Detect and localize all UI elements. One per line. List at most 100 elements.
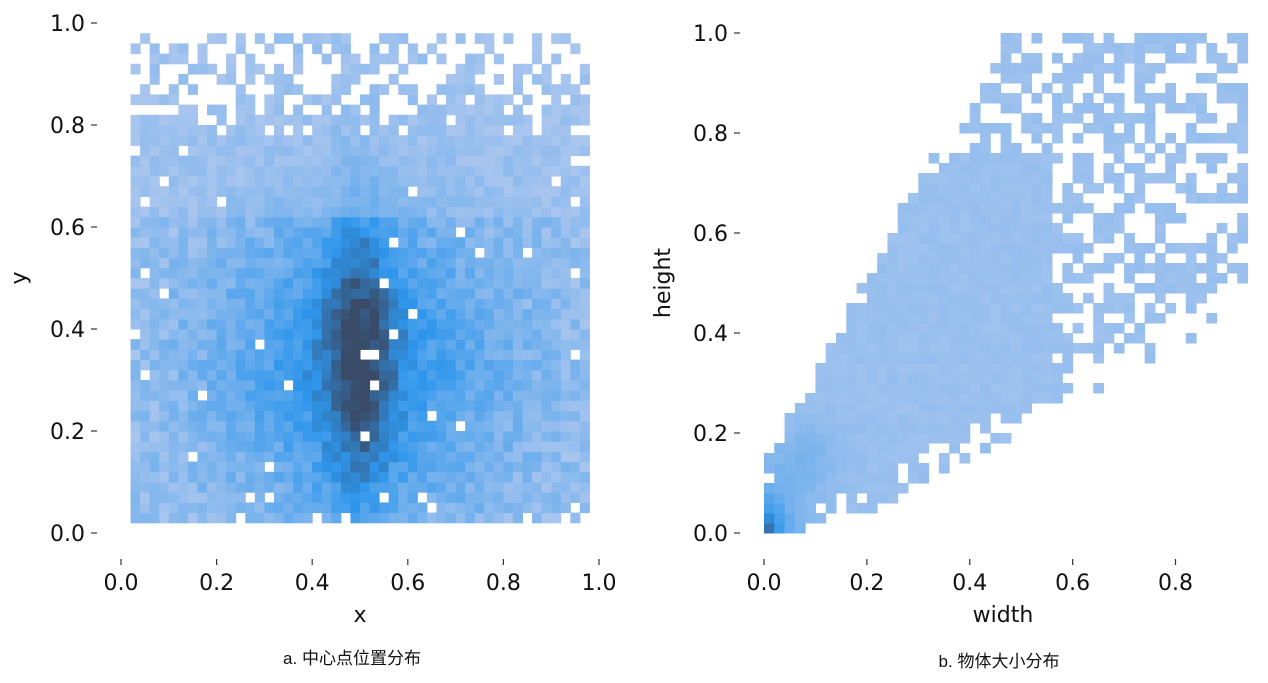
heatmap-cell [322, 247, 332, 258]
heatmap-cell [284, 135, 294, 146]
heatmap-cell [178, 176, 188, 187]
heatmap-cell [836, 333, 847, 344]
heatmap-cell [140, 400, 150, 411]
heatmap-cell [456, 370, 466, 381]
heatmap-cell [939, 263, 950, 274]
heatmap-cell [131, 339, 141, 350]
heatmap-cell [1031, 333, 1042, 344]
heatmap-cell [360, 380, 370, 391]
heatmap-cell [570, 380, 580, 391]
heatmap-cell [898, 373, 909, 384]
heatmap-cell [1001, 133, 1012, 144]
heatmap-cell [1001, 53, 1012, 64]
heatmap-cell [188, 186, 198, 197]
heatmap-cell [1083, 243, 1094, 254]
heatmap-cell [513, 135, 523, 146]
heatmap-cell [887, 233, 898, 244]
heatmap-cell [580, 411, 590, 422]
heatmap-cell [908, 403, 919, 414]
heatmap-cell [551, 145, 561, 156]
heatmap-cell [939, 273, 950, 284]
heatmap-cell [1031, 133, 1042, 144]
heatmap-cell [197, 329, 207, 340]
heatmap-cell [217, 74, 227, 85]
heatmap-cell [303, 94, 313, 105]
heatmap-cell [1073, 273, 1084, 284]
heatmap-cell [949, 163, 960, 174]
heatmap-cell [836, 463, 847, 474]
heatmap-cell [436, 309, 446, 320]
heatmap-cell [475, 482, 485, 493]
heatmap-cell [236, 278, 246, 289]
heatmap-cell [877, 313, 888, 324]
heatmap-cell [312, 135, 322, 146]
heatmap-cell [805, 413, 816, 424]
heatmap-cell [188, 166, 198, 177]
heatmap-cell [1237, 213, 1248, 224]
heatmap-cell [939, 283, 950, 294]
heatmap-cell [436, 472, 446, 483]
heatmap-cell [169, 360, 179, 371]
heatmap-cell [360, 268, 370, 279]
heatmap-cell [303, 166, 313, 177]
heatmap-cell [417, 186, 427, 197]
heatmap-cell [990, 83, 1001, 94]
heatmap-cell [561, 145, 571, 156]
heatmap-cell [341, 135, 351, 146]
heatmap-cell [826, 343, 837, 354]
heatmap-cell [513, 105, 523, 116]
heatmap-cell [1206, 133, 1217, 144]
heatmap-cell [826, 423, 837, 434]
heatmap-cell [887, 253, 898, 264]
heatmap-cell [217, 502, 227, 513]
heatmap-cell [970, 143, 981, 154]
heatmap-cell [341, 115, 351, 126]
heatmap-cell [408, 145, 418, 156]
heatmap-cell [494, 268, 504, 279]
heatmap-cell [1052, 393, 1063, 404]
heatmap-cell [1093, 233, 1104, 244]
heatmap-cell [542, 298, 552, 309]
heatmap-cell [561, 33, 571, 44]
heatmap-cell [370, 288, 380, 299]
heatmap-cell [857, 393, 868, 404]
heatmap-cell [436, 502, 446, 513]
heatmap-cell [542, 380, 552, 391]
heatmap-cell [350, 268, 360, 279]
heatmap-cell [551, 431, 561, 442]
heatmap-cell [284, 258, 294, 269]
heatmap-cell [503, 186, 513, 197]
heatmap-cell [427, 482, 437, 493]
heatmap-cell [1083, 53, 1094, 64]
heatmap-cell [484, 451, 494, 462]
heatmap-cell [1186, 93, 1197, 104]
heatmap-cell [1073, 253, 1084, 264]
heatmap-cell [293, 278, 303, 289]
x-tick-label: 0.2 [199, 571, 234, 596]
heatmap-cell [939, 173, 950, 184]
heatmap-cell [197, 451, 207, 462]
heatmap-cell [1001, 223, 1012, 234]
heatmap-cell [370, 135, 380, 146]
heatmap-cell [1196, 193, 1207, 204]
heatmap-cell [1042, 343, 1053, 354]
heatmap-cell [398, 64, 408, 75]
heatmap-cell [475, 166, 485, 177]
heatmap-cell [389, 472, 399, 483]
heatmap-cell [398, 84, 408, 95]
heatmap-cell [580, 370, 590, 381]
heatmap-cell [542, 390, 552, 401]
heatmap-cell [370, 319, 380, 330]
heatmap-cell [846, 313, 857, 324]
y-tick-label: 0.0 [693, 522, 728, 547]
heatmap-cell [1093, 123, 1104, 134]
heatmap-cell [236, 115, 246, 126]
heatmap-cell [446, 472, 456, 483]
heatmap-cell [1011, 363, 1022, 374]
heatmap-cell [188, 288, 198, 299]
heatmap-cell [284, 472, 294, 483]
heatmap-cell [207, 513, 217, 524]
heatmap-cell [561, 482, 571, 493]
heatmap-cell [360, 156, 370, 167]
heatmap-cell [331, 349, 341, 360]
